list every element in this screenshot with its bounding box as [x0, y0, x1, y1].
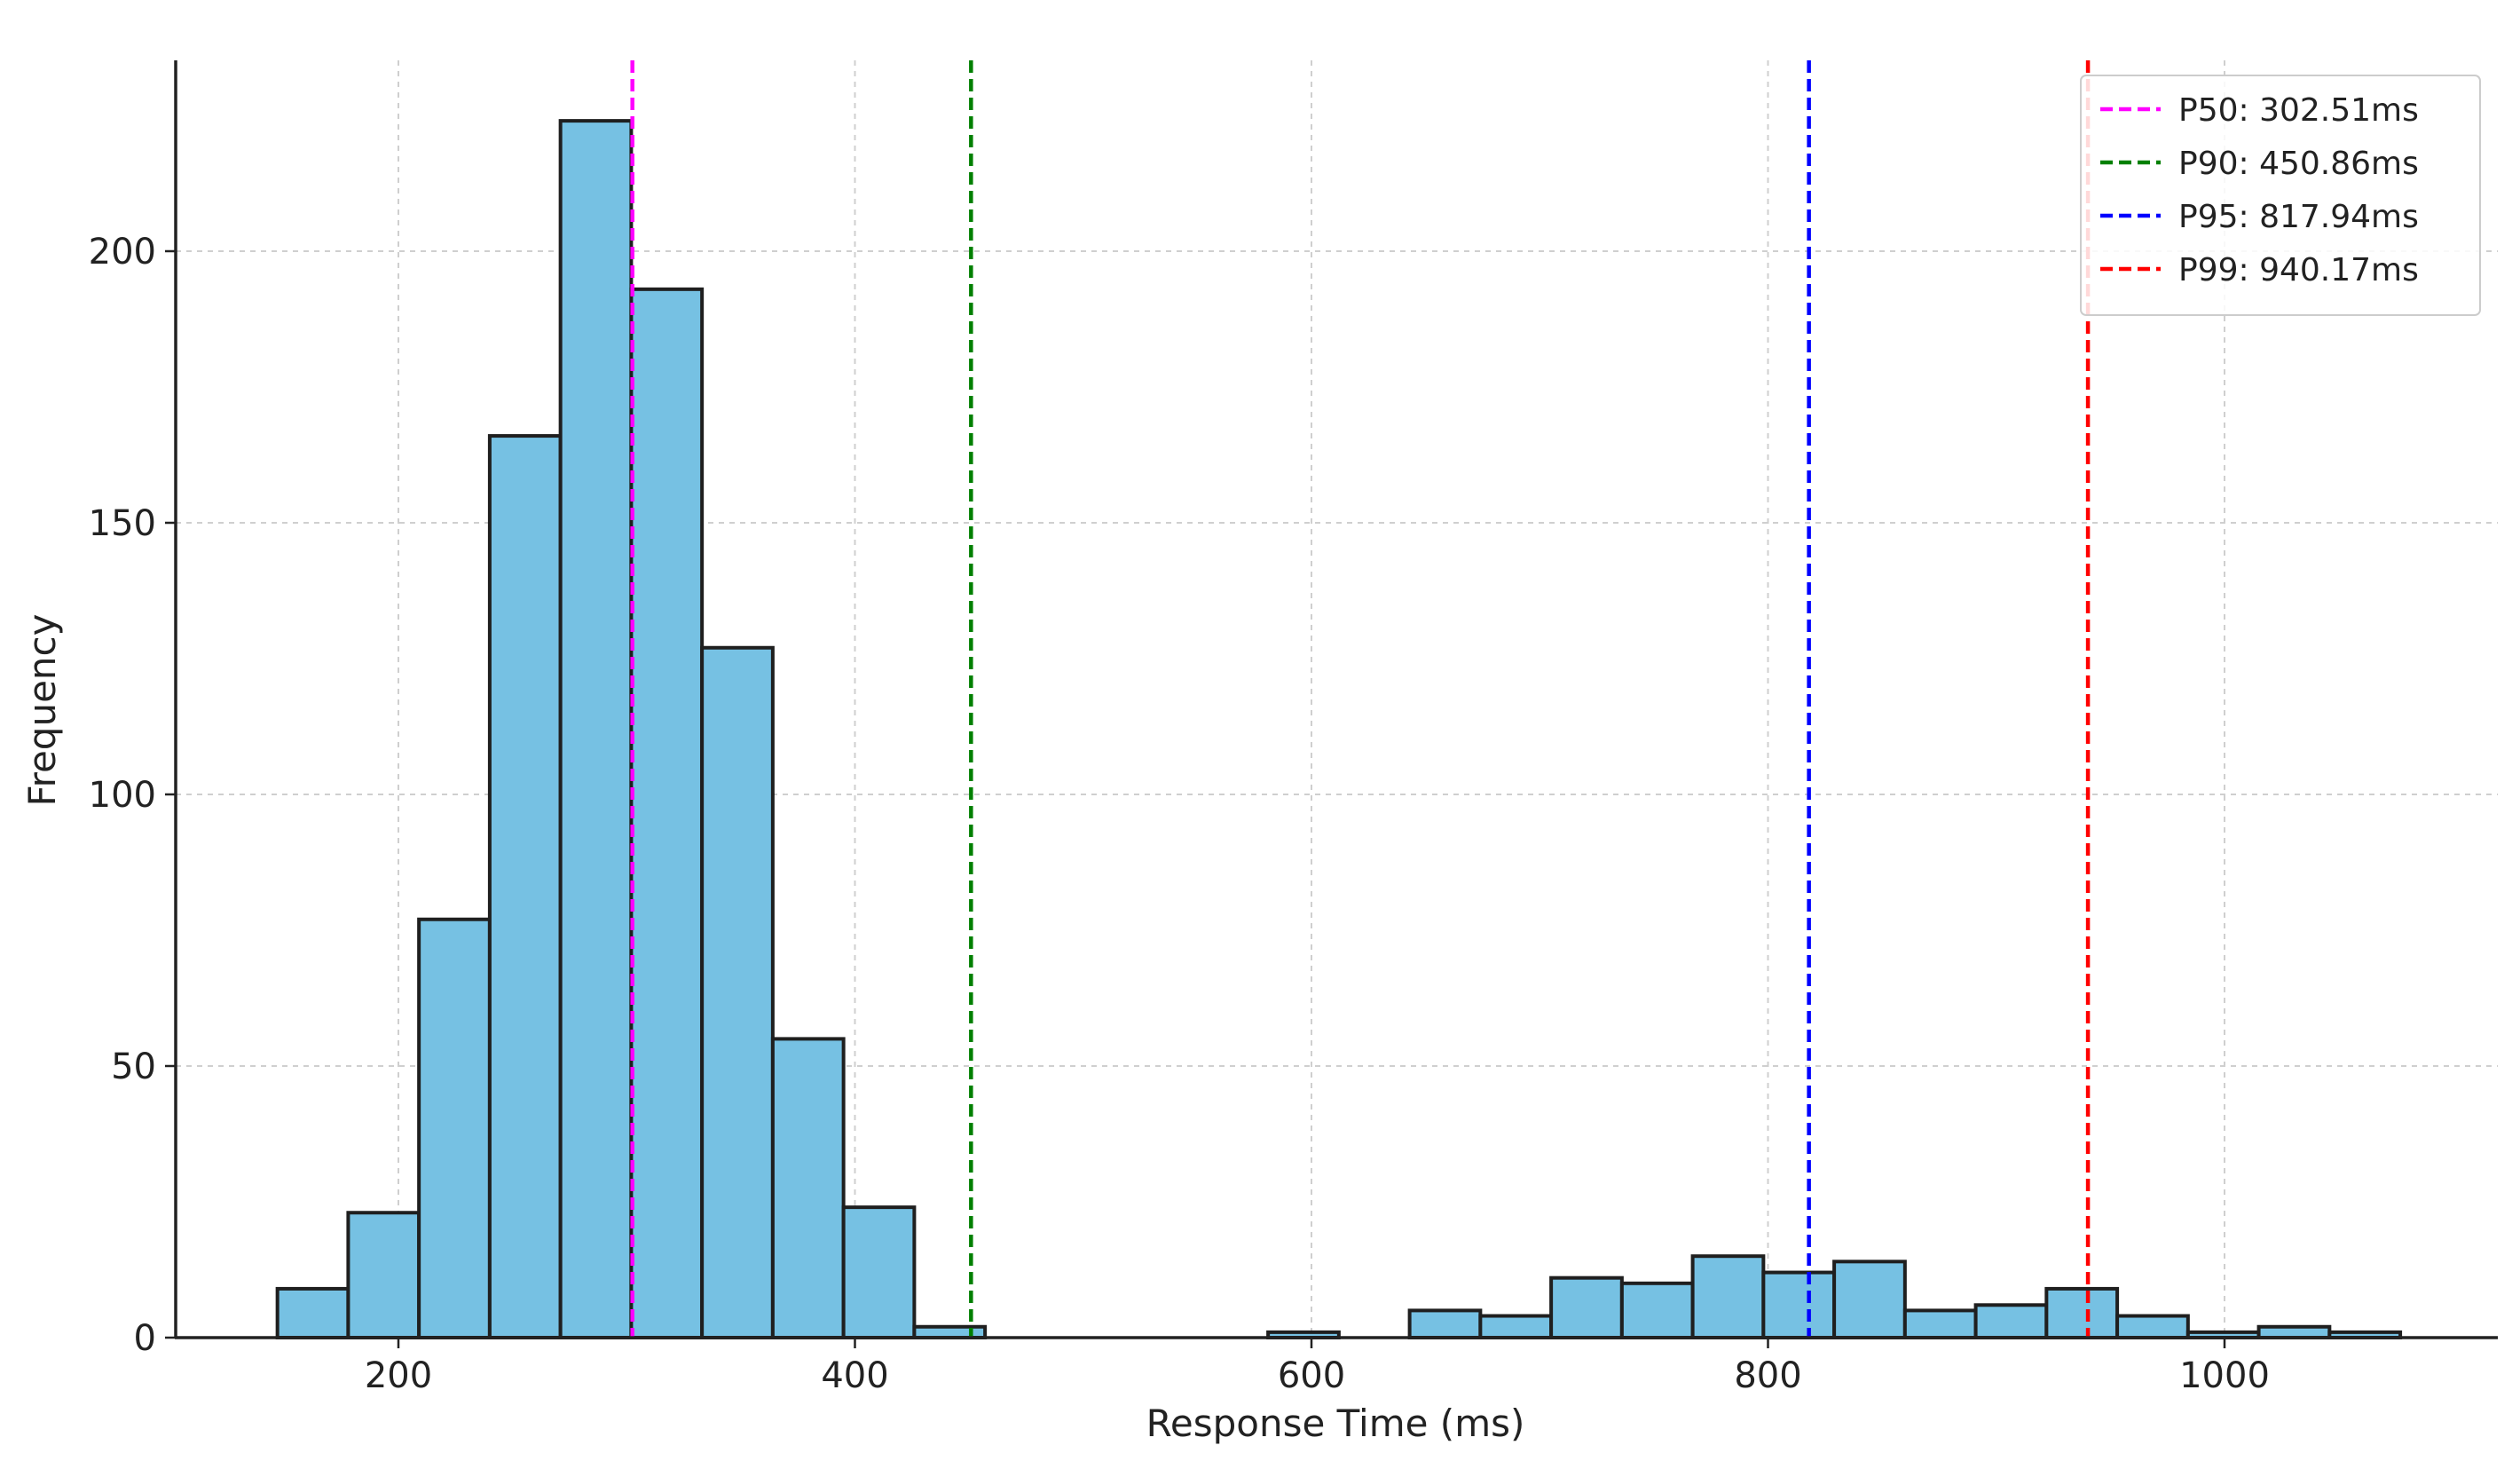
- histogram-bar: [1902, 1308, 1978, 1340]
- histogram-bar: [1761, 1270, 1837, 1340]
- legend-label-p90: P90: 450.86ms: [2178, 146, 2419, 182]
- histogram-bar: [2115, 1314, 2190, 1340]
- histogram-bar: [1690, 1254, 1766, 1339]
- histogram-bar: [1407, 1308, 1483, 1340]
- histogram-bar: [1549, 1276, 1624, 1340]
- histogram-bar: [629, 287, 705, 1340]
- axes: [174, 60, 2498, 1339]
- y-tick-label: 150: [89, 503, 156, 544]
- x-tick-label: 400: [821, 1355, 888, 1396]
- y-tick-label: 0: [134, 1318, 156, 1359]
- histogram-bar: [2044, 1286, 2120, 1340]
- histogram-bar: [417, 917, 492, 1339]
- x-axis-label: Response Time (ms): [1146, 1402, 1525, 1445]
- legend-label-p50: P50: 302.51ms: [2178, 92, 2419, 129]
- x-tick-label: 1000: [2179, 1355, 2270, 1396]
- histogram-bar: [841, 1205, 917, 1339]
- y-tick-label: 100: [89, 775, 156, 816]
- y-axis-label: Frequency: [20, 614, 64, 807]
- y-tick-label: 50: [111, 1046, 156, 1087]
- histogram-bar: [770, 1037, 846, 1340]
- histogram-bar: [700, 645, 775, 1339]
- histogram-bar: [346, 1211, 421, 1339]
- legend: P50: 302.51ms P90: 450.86ms P95: 817.94ms P…: [2080, 75, 2481, 316]
- x-tick-label: 800: [1734, 1355, 1801, 1396]
- legend-label-p95: P95: 817.94ms: [2178, 199, 2419, 235]
- x-tick-label: 200: [365, 1355, 432, 1396]
- histogram-bar: [558, 119, 634, 1339]
- histogram-bar: [1619, 1281, 1695, 1340]
- tick-labels: 200 400 600 800 1000 0 50 100 150 200: [89, 232, 2270, 1396]
- histogram-bar: [275, 1286, 350, 1340]
- histogram-bar: [1478, 1314, 1554, 1340]
- y-tick-label: 200: [89, 232, 156, 272]
- histogram-bar: [1973, 1303, 2049, 1340]
- histogram-bar: [2256, 1324, 2332, 1340]
- legend-label-p99: P99: 940.17ms: [2178, 252, 2419, 288]
- legend-box: [2080, 75, 2481, 316]
- histogram-bar: [912, 1324, 988, 1340]
- x-tick-label: 600: [1278, 1355, 1345, 1396]
- histogram-bar: [1832, 1260, 1907, 1339]
- histogram-bar: [487, 434, 563, 1339]
